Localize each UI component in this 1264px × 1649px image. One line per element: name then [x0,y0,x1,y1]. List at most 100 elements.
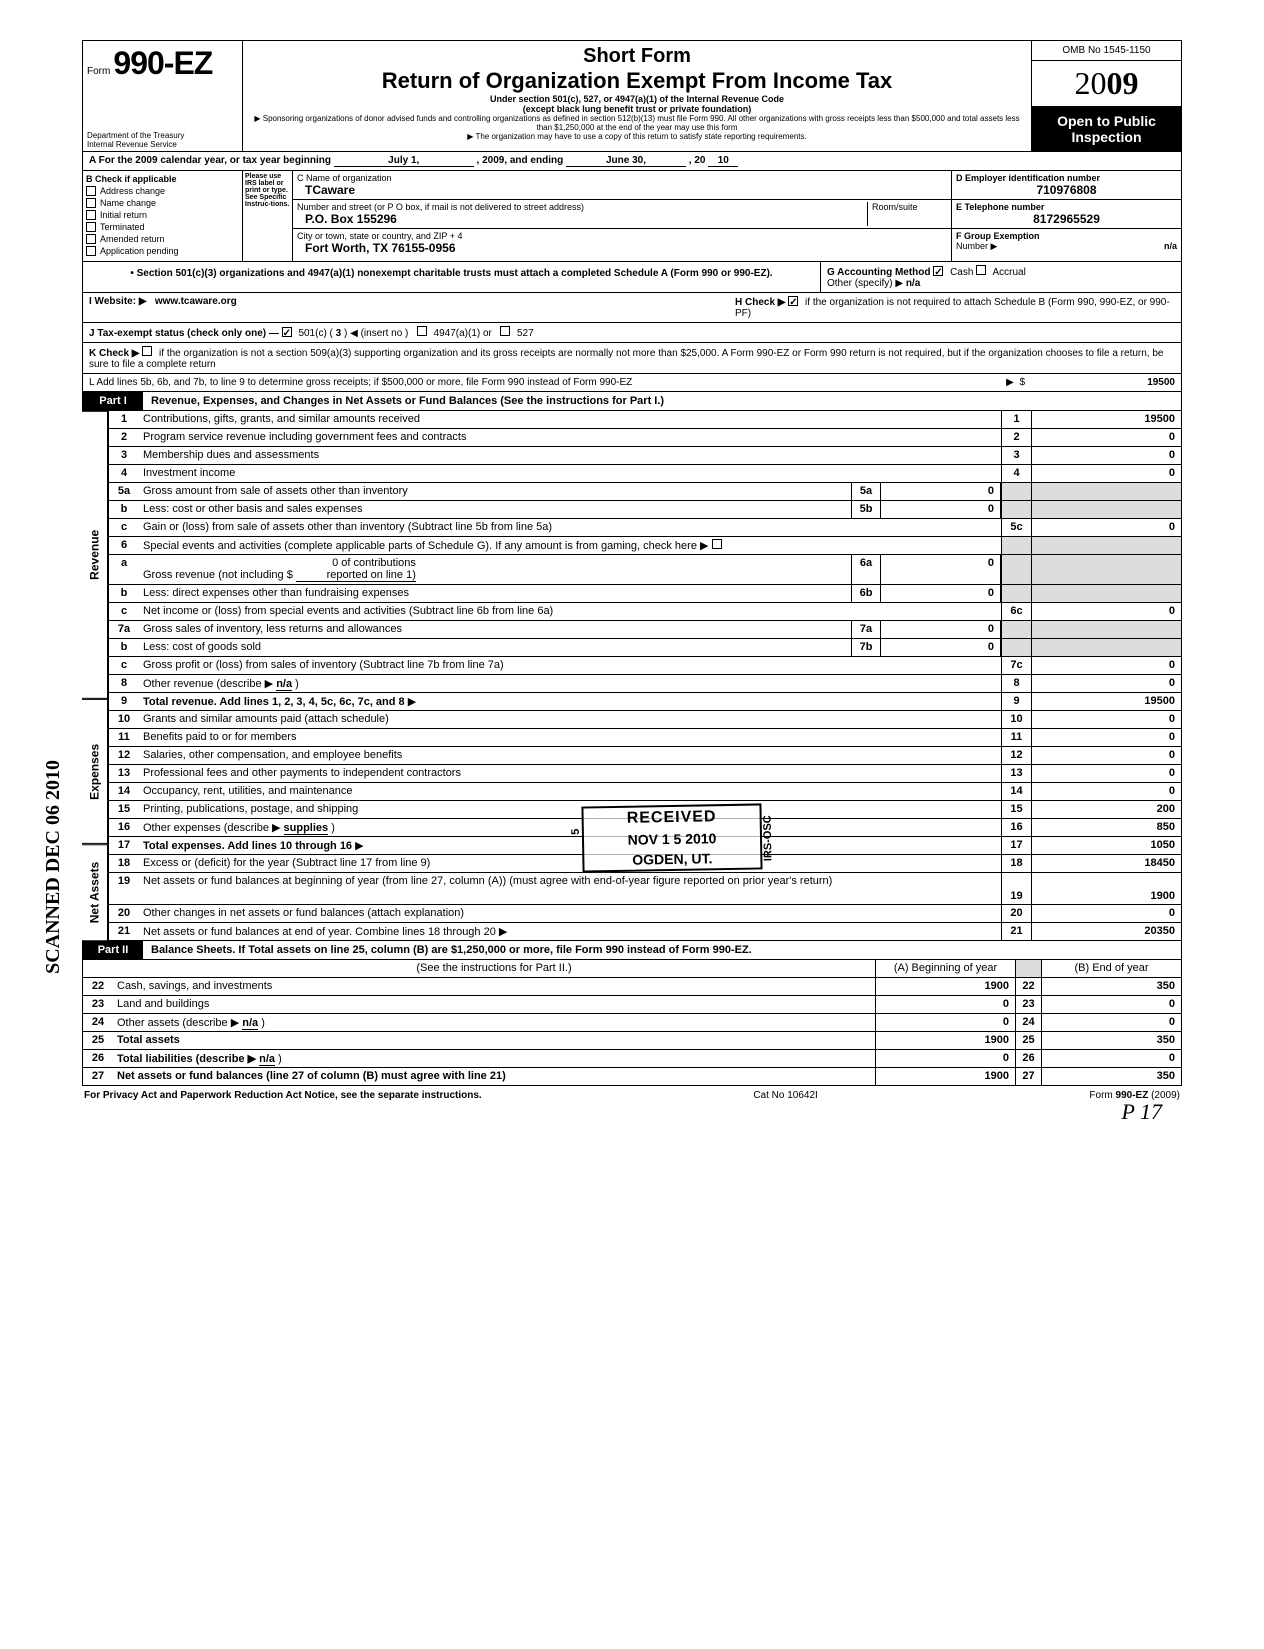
org-addr: P.O. Box 155296 [297,212,867,226]
line-8: 8 Other revenue (describe ▶ n/a ) 8 0 [108,675,1182,693]
h-text: if the organization is not required to a… [735,297,1170,319]
stamp-place: OGDEN, UT. [586,849,758,868]
checkbox-527[interactable] [500,326,510,336]
footer-mid: Cat No 10642I [753,1090,818,1101]
b-header: B Check if applicable [86,174,177,184]
revenue-label: Revenue [82,411,108,699]
name-label: C Name of organization [297,173,947,183]
k-text: if the organization is not a section 509… [89,348,1163,370]
tax-year: 2009 [1032,61,1181,107]
stamp-right: 5 [570,829,582,835]
f-cell: F Group Exemption Number ▶ n/a [952,229,1181,254]
city-cell: City or town, state or country, and ZIP … [293,229,951,257]
stamp-left: IRS-OSC [762,815,775,861]
info-rows: I Website: ▶ www.tcaware.org H Check ▶ i… [82,293,1182,392]
checkbox-h[interactable] [788,296,798,306]
header: Form 990-EZ Department of the Treasury I… [82,40,1182,152]
line-23: 23 Land and buildings 0 23 0 [82,996,1182,1014]
501c-num: 3 [336,328,342,339]
irs-label-note: Please use IRS label or print or type. S… [243,171,293,261]
open-public: Open to Public Inspection [1032,107,1181,151]
part2-header: Part II Balance Sheets. If Total assets … [82,941,1182,960]
col-a-header: (A) Beginning of year [875,960,1015,977]
line-27: 27 Net assets or fund balances (line 27 … [82,1068,1182,1086]
row-a-suffix: , 20 [689,155,706,166]
header-center: Short Form Return of Organization Exempt… [243,41,1031,151]
line-7b: b Less: cost of goods sold 7b 0 [108,639,1182,657]
part2-title: Balance Sheets. If Total assets on line … [143,941,1181,959]
row-a-label: A For the 2009 calendar year, or tax yea… [89,155,331,166]
checkbox-accrual[interactable] [976,265,986,275]
checkbox-icon[interactable] [86,222,96,232]
side-labels: Revenue Expenses Net Assets [82,411,108,941]
form-number: 990-EZ [113,45,212,81]
line-5b: b Less: cost or other basis and sales ex… [108,501,1182,519]
line-22: 22 Cash, savings, and investments 1900 2… [82,978,1182,996]
h-label: H Check ▶ [735,297,785,308]
e-cell: E Telephone number 8172965529 [952,200,1181,229]
part2-label: Part II [83,941,143,959]
line-6: 6 Special events and activities (complet… [108,537,1182,555]
year-bold: 09 [1107,65,1139,101]
end-month: June 30, [566,155,686,167]
received-stamp: RECEIVED NOV 1 5 2010 OGDEN, UT. IRS-OSC… [581,803,762,872]
org-name: TCaware [297,183,947,197]
h-i-row: I Website: ▶ www.tcaware.org H Check ▶ i… [83,293,1181,323]
part2-instr: (See the instructions for Part II.) [113,960,875,977]
line-1: 1 Contributions, gifts, grants, and simi… [108,411,1182,429]
l-text: L Add lines 5b, 6b, and 7b, to line 9 to… [89,377,1006,388]
l-val: 19500 [1025,377,1175,388]
checkbox-icon[interactable] [86,234,96,244]
checkbox-k[interactable] [142,346,152,356]
bullet-text: • Section 501(c)(3) organizations and 49… [83,262,821,292]
g-row: G Accounting Method Cash Accrual [827,265,1175,278]
l-row: L Add lines 5b, 6b, and 7b, to line 9 to… [83,374,1181,391]
checkbox-icon[interactable] [86,198,96,208]
f-val: n/a [1164,241,1177,251]
cb-address: Address change [86,186,239,196]
bullet-row: • Section 501(c)(3) organizations and 49… [82,262,1182,293]
line-6a: a Gross revenue (not including $ 0 of co… [108,555,1182,585]
line-4: 4 Investment income 4 0 [108,465,1182,483]
phone: 8172965529 [956,212,1177,226]
l-arrow: ▶ [1006,377,1014,388]
line-7c: c Gross profit or (loss) from sales of i… [108,657,1182,675]
checkbox-icon[interactable] [86,186,96,196]
omb-number: OMB No 1545-1150 [1032,41,1181,61]
footer-left: For Privacy Act and Paperwork Reduction … [84,1090,482,1101]
part1-header: Part I Revenue, Expenses, and Changes in… [82,392,1182,411]
header-right: OMB No 1545-1150 2009 Open to Public Ins… [1031,41,1181,151]
line-2: 2 Program service revenue including gove… [108,429,1182,447]
subtitle: Under section 501(c), 527, or 4947(a)(1)… [251,94,1023,114]
checkbox-4947[interactable] [417,326,427,336]
line-10: 10 Grants and similar amounts paid (atta… [108,711,1182,729]
room-label: Room/suite [867,202,947,226]
part1-title: Revenue, Expenses, and Changes in Net As… [143,392,1181,410]
return-title: Return of Organization Exempt From Incom… [251,68,1023,94]
checkbox-501c[interactable] [282,327,292,337]
f-sub: Number ▶ [956,241,997,251]
cb-pending: Application pending [86,246,239,256]
checkbox-cash[interactable] [933,266,943,276]
g-label: G Accounting Method [827,267,931,278]
k-label: K Check ▶ [89,348,139,359]
website-label: I Website: ▶ [89,296,147,307]
form-prefix: Form [87,66,110,77]
dept-treasury: Department of the Treasury Internal Reve… [87,131,184,149]
line-14: 14 Occupancy, rent, utilities, and maint… [108,783,1182,801]
short-form-label: Short Form [251,45,1023,68]
city-label: City or town, state or country, and ZIP … [297,231,947,241]
checkbox-gaming[interactable] [712,539,722,549]
g-other-val: n/a [906,278,920,289]
begin-date: July 1, [334,155,474,167]
line-11: 11 Benefits paid to or for members 11 0 [108,729,1182,747]
checkbox-icon[interactable] [86,246,96,256]
cb-terminated: Terminated [86,222,239,232]
checkbox-icon[interactable] [86,210,96,220]
line-19: 19 Net assets or fund balances at beginn… [108,873,1182,905]
bal-header: (See the instructions for Part II.) (A) … [82,960,1182,978]
line-13: 13 Professional fees and other payments … [108,765,1182,783]
line-24: 24 Other assets (describe ▶ n/a ) 0 24 0 [82,1014,1182,1032]
bullet-right: G Accounting Method Cash Accrual Other (… [821,262,1181,292]
d-label: D Employer identification number [956,173,1100,183]
